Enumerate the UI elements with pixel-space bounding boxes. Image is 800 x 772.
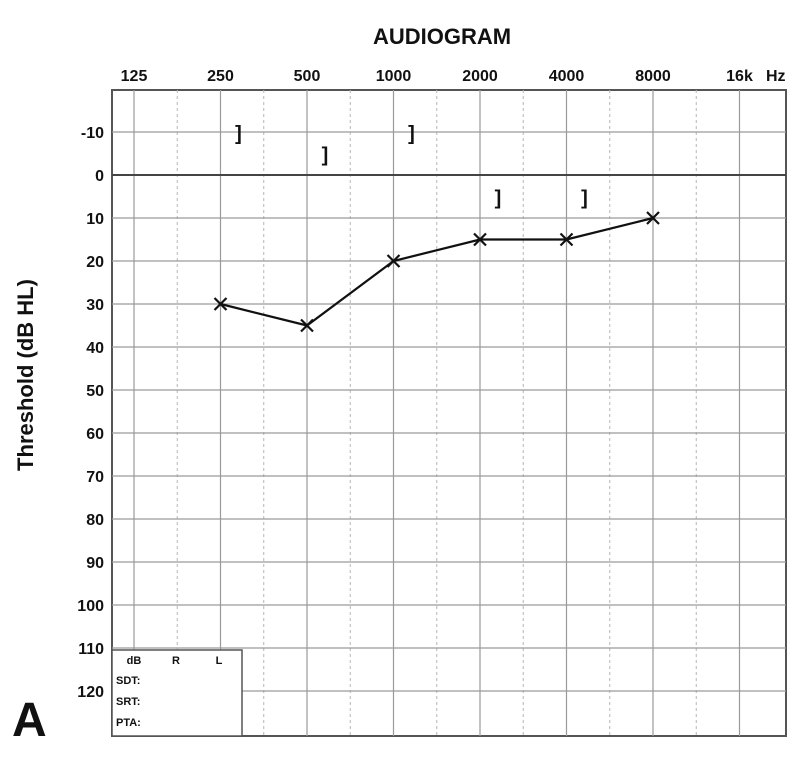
x-marker-stroke (213, 297, 228, 311)
table-header-db: dB (127, 655, 142, 667)
x-marker (386, 254, 401, 268)
x-tick-label: 500 (294, 68, 321, 85)
table-row-sdt: SDT: (116, 675, 140, 687)
y-tick-label: 30 (86, 297, 104, 314)
y-tick-label: 90 (86, 555, 104, 572)
y-tick-label: -10 (81, 125, 104, 142)
x-marker-stroke (473, 232, 487, 247)
x-marker (559, 232, 574, 247)
series-x-line (220, 216, 654, 327)
x-tick-label: 8000 (635, 68, 671, 85)
x-marker-stroke (300, 318, 314, 333)
y-tick-label: 100 (77, 598, 104, 615)
y-tick-label: 110 (78, 641, 104, 658)
x-marker (473, 232, 487, 247)
x-unit-label: Hz (766, 68, 786, 85)
y-tick-label: 40 (86, 340, 104, 357)
results-table-box (111, 649, 243, 737)
table-header-l: L (216, 655, 223, 667)
x-tick-label: 2000 (462, 68, 498, 85)
y-tick-label: 20 (86, 254, 104, 271)
x-tick-label: 125 (121, 68, 148, 85)
results-table: dB R L SDT: SRT: PTA: (111, 649, 243, 737)
y-tick-label: 70 (86, 469, 104, 486)
y-tick-label: 10 (86, 211, 104, 228)
panel-label: A (12, 694, 47, 747)
x-tick-label: 250 (207, 68, 234, 85)
x-tick-label: 1000 (376, 68, 412, 85)
y-tick-label: 60 (86, 426, 104, 443)
x-marker-stroke (646, 211, 660, 225)
y-tick-label: 0 (95, 168, 104, 185)
x-marker-stroke (559, 232, 574, 247)
x-tick-label: 16k (726, 68, 753, 85)
bracket-marker: ] (495, 188, 502, 210)
bracket-marker: ] (581, 188, 588, 210)
y-tick-label: 120 (77, 684, 104, 701)
x-marker-stroke (386, 254, 401, 268)
series-layer: ]]]]] (213, 123, 660, 333)
bracket-marker: ] (235, 123, 242, 145)
chart-title: AUDIOGRAM (373, 24, 511, 49)
bracket-marker: ] (322, 145, 329, 167)
y-tick-label: 50 (86, 383, 104, 400)
y-tick-labels: -10 0 10 20 30 40 50 60 70 80 90 100 110 120 (77, 125, 104, 701)
grid-lines (112, 90, 786, 736)
plot-frame (111, 89, 787, 737)
y-tick-label: 80 (86, 512, 104, 529)
x-marker (300, 318, 314, 333)
x-marker (213, 297, 228, 311)
x-tick-label: 4000 (549, 68, 585, 85)
bracket-marker: ] (408, 123, 415, 145)
x-marker (646, 211, 660, 225)
table-header-r: R (172, 655, 180, 667)
y-axis-label: Threshold (dB HL) (13, 279, 38, 471)
table-row-srt: SRT: (116, 696, 140, 708)
table-row-pta: PTA: (116, 717, 141, 729)
x-tick-labels: 125 250 500 1000 2000 4000 8000 16k (121, 68, 753, 85)
